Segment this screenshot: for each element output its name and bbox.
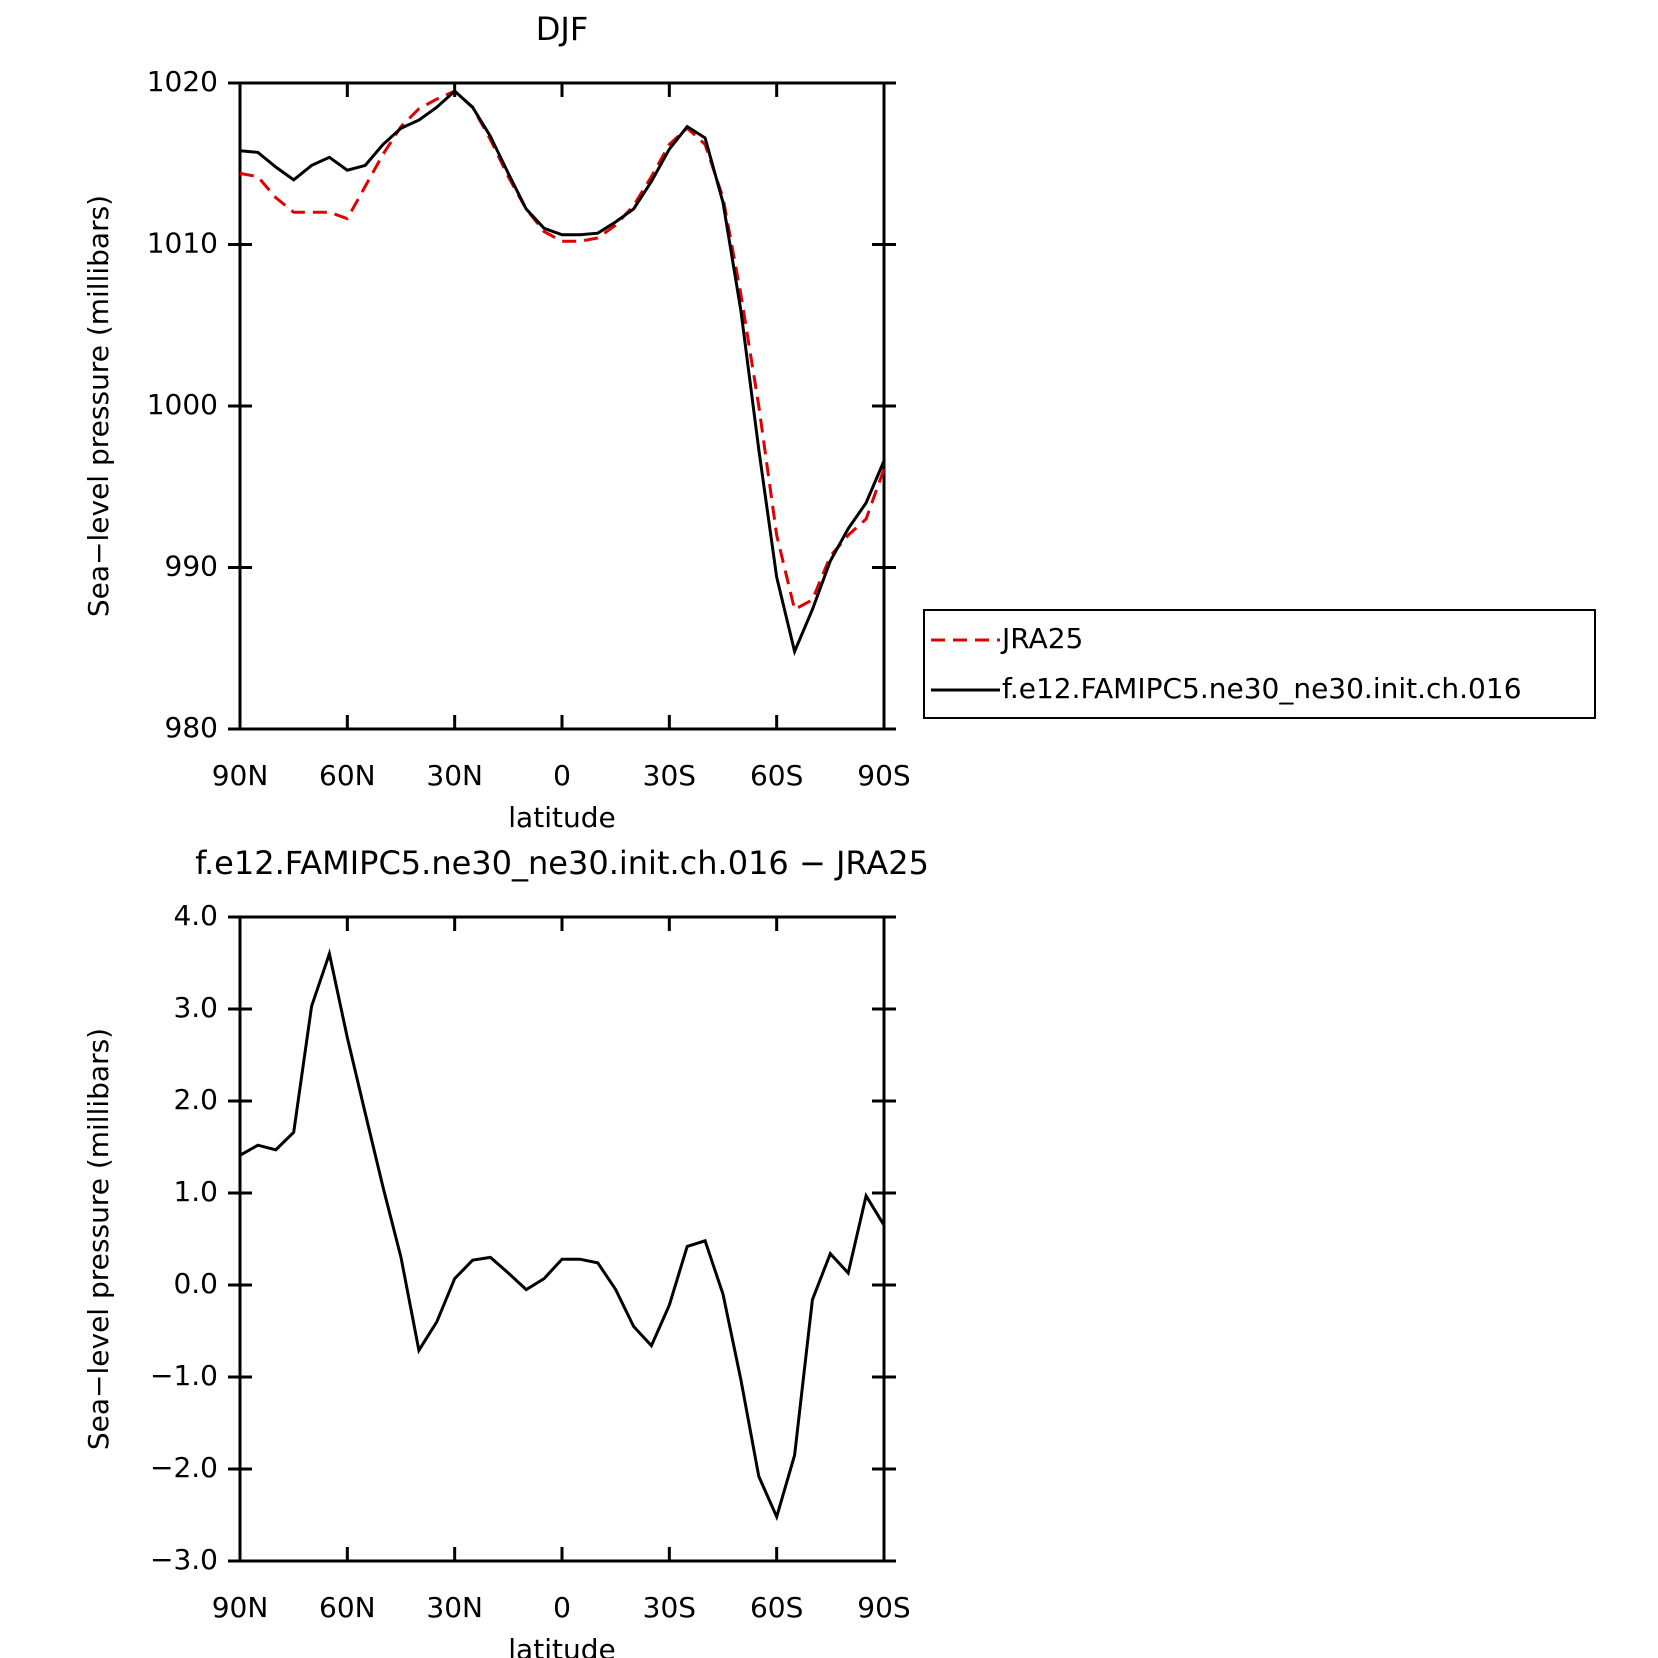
- x-tick-label: 30S: [643, 1591, 696, 1624]
- y-tick-label: 1000: [147, 388, 218, 421]
- x-tick-label: 30N: [426, 1591, 483, 1624]
- y-tick-label: 0.0: [173, 1267, 218, 1300]
- data-line: [239, 89, 886, 612]
- x-tick-label: 30S: [643, 759, 696, 792]
- x-tick-label: 0: [553, 759, 571, 792]
- x-tick-label: 90S: [857, 1591, 910, 1624]
- y-tick-label: −3.0: [150, 1543, 218, 1576]
- chart-title: f.e12.FAMIPC5.ne30_ne30.init.ch.016 − JR…: [195, 844, 929, 882]
- legend-label: JRA25: [1000, 622, 1083, 655]
- y-tick-label: 1020: [147, 65, 218, 98]
- chart-title: DJF: [536, 10, 588, 48]
- y-tick-label: 980: [165, 711, 218, 744]
- x-tick-label: 60S: [750, 759, 803, 792]
- x-tick-label: 90N: [212, 759, 269, 792]
- y-tick-label: 990: [165, 550, 218, 583]
- x-axis-label: latitude: [508, 1633, 615, 1658]
- data-line: [239, 948, 886, 1522]
- data-line: [239, 89, 886, 657]
- y-tick-label: −1.0: [150, 1359, 218, 1392]
- y-tick-label: 3.0: [173, 991, 218, 1024]
- y-tick-label: 1.0: [173, 1175, 218, 1208]
- x-tick-label: 90N: [212, 1591, 269, 1624]
- y-axis-label: Sea−level pressure (millibars): [82, 1028, 115, 1450]
- x-tick-label: 0: [553, 1591, 571, 1624]
- plot-frame: [238, 81, 886, 731]
- x-tick-label: 60N: [319, 759, 376, 792]
- y-tick-label: 1010: [147, 227, 218, 260]
- x-axis-label: latitude: [508, 801, 615, 834]
- legend-label: f.e12.FAMIPC5.ne30_ne30.init.ch.016: [1002, 672, 1522, 705]
- y-tick-label: 4.0: [173, 899, 218, 932]
- y-axis-label: Sea−level pressure (millibars): [82, 195, 115, 617]
- x-tick-label: 60N: [319, 1591, 376, 1624]
- y-tick-label: −2.0: [150, 1451, 218, 1484]
- x-tick-label: 60S: [750, 1591, 803, 1624]
- x-tick-label: 30N: [426, 759, 483, 792]
- y-tick-label: 2.0: [173, 1083, 218, 1116]
- plot-frame: [238, 915, 886, 1563]
- legend-box: [923, 609, 1596, 719]
- x-tick-label: 90S: [857, 759, 910, 792]
